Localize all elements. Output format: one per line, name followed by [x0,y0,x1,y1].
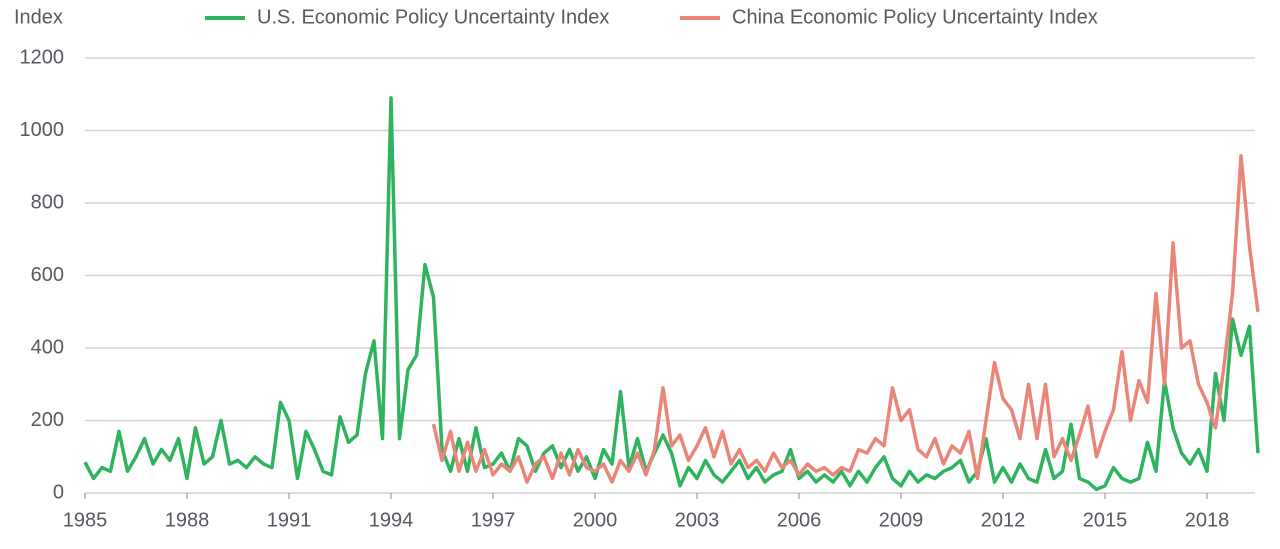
x-tick-label: 1997 [471,509,516,531]
series-line [431,154,1260,484]
x-tick-label: 1988 [165,509,210,531]
y-tick-label: 400 [31,336,64,358]
x-tick-label: 1994 [369,509,414,531]
legend-label: U.S. Economic Policy Uncertainty Index [257,6,609,28]
x-tick-label: 2018 [1185,509,1230,531]
x-tick-label: 2012 [981,509,1026,531]
series-line [83,96,1260,492]
y-tick-label: 1200 [20,46,65,68]
y-tick-label: 800 [31,191,64,213]
legend-label: China Economic Policy Uncertainty Index [732,6,1098,28]
y-tick-label: 200 [31,409,64,431]
x-tick-label: 2009 [879,509,924,531]
y-tick-label: 1000 [20,119,65,141]
x-tick-label: 2000 [573,509,618,531]
y-tick-label: 600 [31,264,64,286]
x-tick-label: 2006 [777,509,822,531]
y-tick-label: 0 [53,481,64,503]
x-tick-label: 1991 [267,509,312,531]
x-tick-label: 2003 [675,509,720,531]
x-tick-label: 2015 [1083,509,1128,531]
y-axis-label: Index [14,6,63,28]
x-tick-label: 1985 [63,509,108,531]
